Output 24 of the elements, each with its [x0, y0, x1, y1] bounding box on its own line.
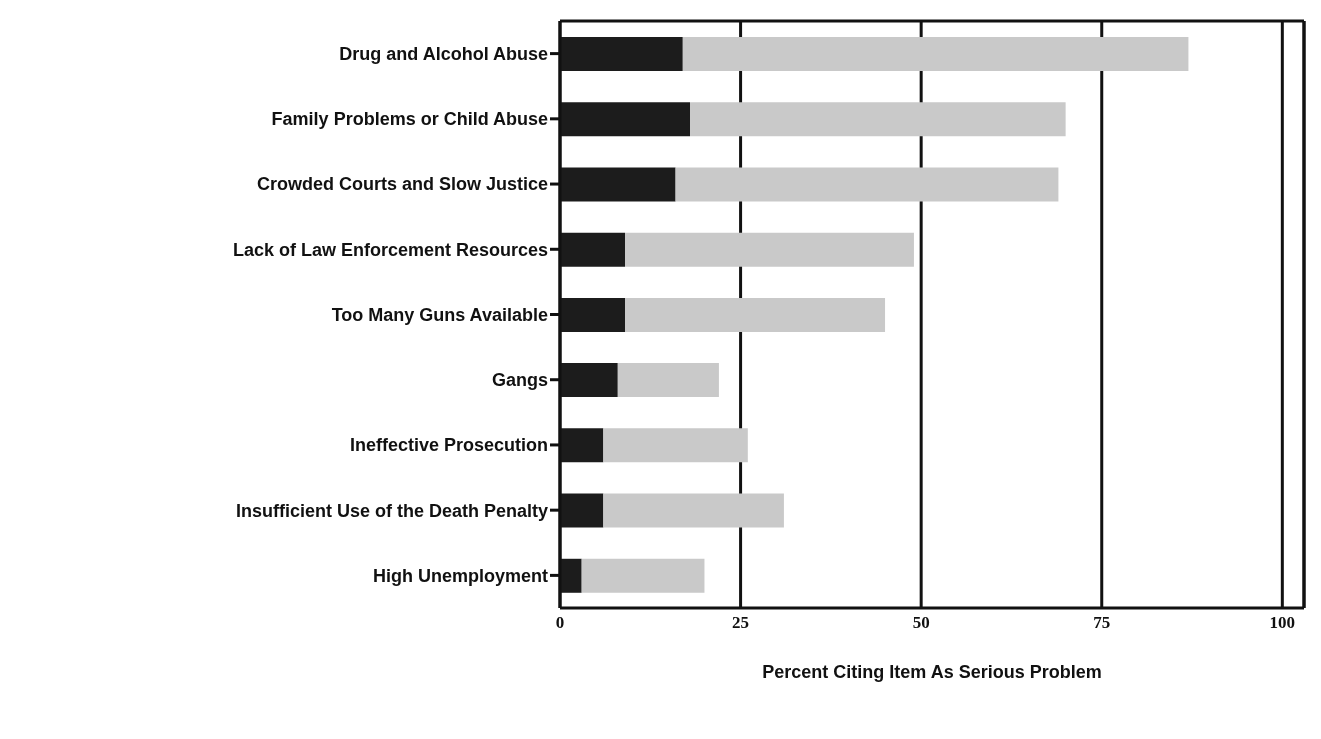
bar	[675, 167, 1059, 202]
bar	[690, 102, 1066, 137]
bar	[625, 297, 886, 332]
y-tick-label: Drug and Alcohol Abuse	[339, 44, 548, 64]
y-tick-label: Family Problems or Child Abuse	[271, 109, 548, 130]
y-tick-label: Ineffective Prosecution	[349, 435, 548, 456]
y-tick-label: Gangs	[491, 370, 548, 391]
x-tick-label: 50	[912, 613, 930, 633]
y-tick-label: Lack of Law Enforcement Resources	[232, 239, 548, 260]
x-tick-label: 75	[1093, 613, 1111, 633]
x-axis-title: Percent Citing Item As Serious Problem	[762, 662, 1102, 682]
bar	[581, 558, 705, 593]
bar	[603, 493, 784, 528]
bar	[682, 37, 1189, 71]
bar	[603, 428, 748, 463]
y-tick-label: Insufficient Use of the Death Penalty	[235, 500, 548, 521]
x-tick-label: 25	[732, 613, 750, 633]
x-tick-label: 0	[555, 613, 565, 633]
x-tick-label: 100	[1269, 613, 1296, 633]
bar	[625, 232, 914, 267]
y-tick-label: Too Many Guns Available	[331, 304, 548, 325]
bar	[617, 363, 719, 398]
y-tick-label: High Unemployment	[372, 565, 548, 586]
y-tick-label: Crowded Courts and Slow Justice	[256, 174, 548, 195]
